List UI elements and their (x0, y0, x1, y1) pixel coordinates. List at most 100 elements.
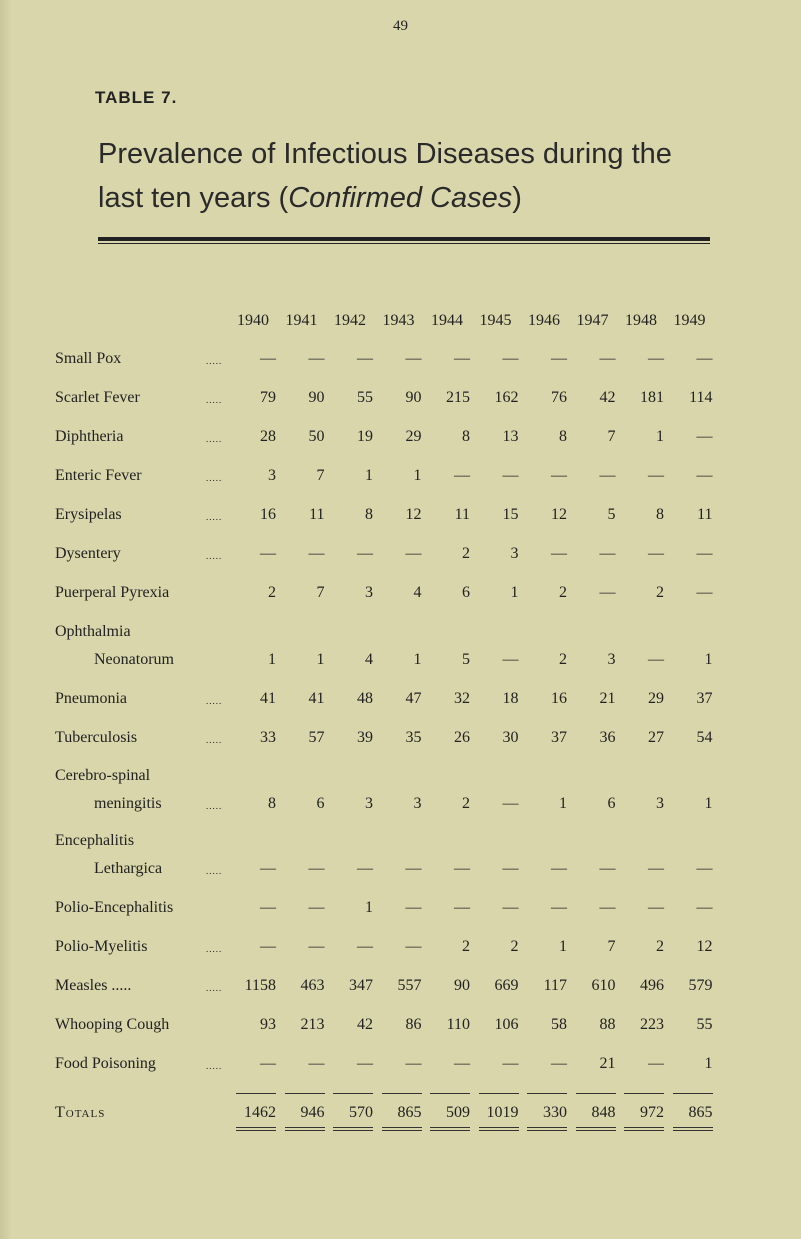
total-cell: 972 (640, 1104, 664, 1121)
value-cell: — (454, 350, 470, 367)
value-cell: 55 (357, 389, 373, 406)
leader-dots: ..... (206, 512, 223, 522)
value-cell: 6 (607, 795, 616, 812)
value-cell: 1 (656, 428, 664, 445)
value-cell: — (551, 899, 567, 916)
value-cell: 1 (268, 651, 276, 668)
totals-bottom-double-rule (575, 1127, 616, 1131)
value-cell: — (260, 899, 276, 916)
totals-bottom-double-rule (527, 1127, 567, 1131)
year-header: 1948 (625, 312, 657, 329)
value-cell: 1 (510, 584, 519, 601)
row-label: Encephalitis (55, 832, 135, 849)
value-cell: 88 (599, 1016, 616, 1033)
value-cell: — (308, 545, 325, 562)
value-cell: 2 (559, 584, 567, 601)
total-cell: 865 (688, 1104, 713, 1121)
value-cell: 15 (502, 506, 519, 523)
totals-top-rule (624, 1093, 664, 1094)
value-cell: 58 (551, 1016, 567, 1033)
leader-dots: ..... (206, 395, 223, 405)
value-cell: — (308, 350, 325, 367)
value-cell: — (454, 1055, 470, 1072)
value-cell: — (696, 899, 713, 916)
totals-top-rule (527, 1093, 567, 1094)
value-cell: 6 (462, 584, 470, 601)
totals-bottom-double-rule (478, 1127, 519, 1131)
value-cell: 12 (551, 506, 567, 523)
value-cell: — (454, 860, 470, 877)
value-cell: 223 (640, 1016, 664, 1033)
year-header: 1949 (673, 312, 706, 329)
year-header: 1943 (382, 312, 415, 329)
value-cell: — (599, 899, 616, 916)
value-cell: — (502, 350, 519, 367)
value-cell: — (551, 1055, 567, 1072)
title-line-2: last ten years (Confirmed Cases) (98, 176, 672, 220)
value-cell: 2 (462, 938, 470, 955)
value-cell: — (599, 350, 616, 367)
row-label: Ophthalmia (55, 623, 131, 640)
value-cell: 7 (607, 428, 616, 445)
value-cell: 3 (607, 651, 616, 668)
value-cell: 11 (454, 506, 470, 523)
page-number: 49 (393, 18, 408, 34)
table-row: Pneumonia..... 41 41 48 47 32 18 16 21 29 37 (0, 690, 801, 710)
value-cell: — (696, 860, 713, 877)
value-cell: — (357, 938, 373, 955)
value-cell: 669 (494, 977, 519, 994)
value-cell: 181 (640, 389, 664, 406)
value-cell: 1 (413, 467, 422, 484)
row-label: Dysentery (55, 545, 121, 562)
value-cell: — (551, 350, 567, 367)
totals-top-rule (575, 1093, 616, 1094)
value-cell: — (260, 938, 276, 955)
value-cell: 8 (559, 428, 567, 445)
row-label: Whooping Cough (55, 1016, 170, 1033)
row-label-continued: meningitis (94, 795, 162, 812)
value-cell: — (357, 860, 373, 877)
leader-dots: ..... (206, 1061, 223, 1071)
value-cell: 3 (656, 795, 664, 812)
value-cell: — (454, 899, 470, 916)
value-cell: 1 (559, 938, 567, 955)
value-cell: — (260, 1055, 276, 1072)
value-cell: — (696, 467, 713, 484)
table-row: Diphtheria..... 28 50 19 29 8 13 8 7 1 — (0, 428, 801, 448)
value-cell: 11 (697, 506, 713, 523)
value-cell: — (502, 1055, 519, 1072)
value-cell: 30 (502, 729, 519, 746)
value-cell: 162 (494, 389, 519, 406)
totals-top-rule (333, 1093, 373, 1094)
totals-top-rule (284, 1093, 325, 1094)
total-cell: 330 (543, 1104, 567, 1121)
title-suffix: ) (512, 182, 522, 214)
value-cell: 496 (640, 977, 664, 994)
year-header: 1940 (237, 312, 269, 329)
row-label: Erysipelas (55, 506, 122, 523)
title-italic: Confirmed Cases (288, 182, 513, 214)
value-cell: 21 (599, 1055, 616, 1072)
value-cell: 2 (462, 795, 470, 812)
value-cell: 5 (462, 651, 470, 668)
value-cell: — (260, 350, 276, 367)
leader-dots: ..... (206, 551, 223, 561)
value-cell: — (502, 795, 519, 812)
value-cell: — (648, 350, 664, 367)
value-cell: — (599, 467, 616, 484)
value-cell: — (696, 350, 713, 367)
value-cell: 21 (599, 690, 616, 707)
total-cell: 865 (397, 1104, 422, 1121)
value-cell: 11 (309, 506, 325, 523)
totals-top-rule (381, 1093, 422, 1094)
value-cell: 36 (599, 729, 616, 746)
value-cell: 16 (260, 506, 276, 523)
totals-bottom-double-rule (672, 1127, 713, 1131)
value-cell: 1 (704, 651, 713, 668)
leader-dots: ..... (206, 434, 223, 444)
value-cell: — (405, 545, 422, 562)
value-cell: 2 (462, 545, 470, 562)
row-label: Tuberculosis (55, 729, 138, 746)
value-cell: 7 (316, 584, 325, 601)
value-cell: 35 (405, 729, 422, 746)
